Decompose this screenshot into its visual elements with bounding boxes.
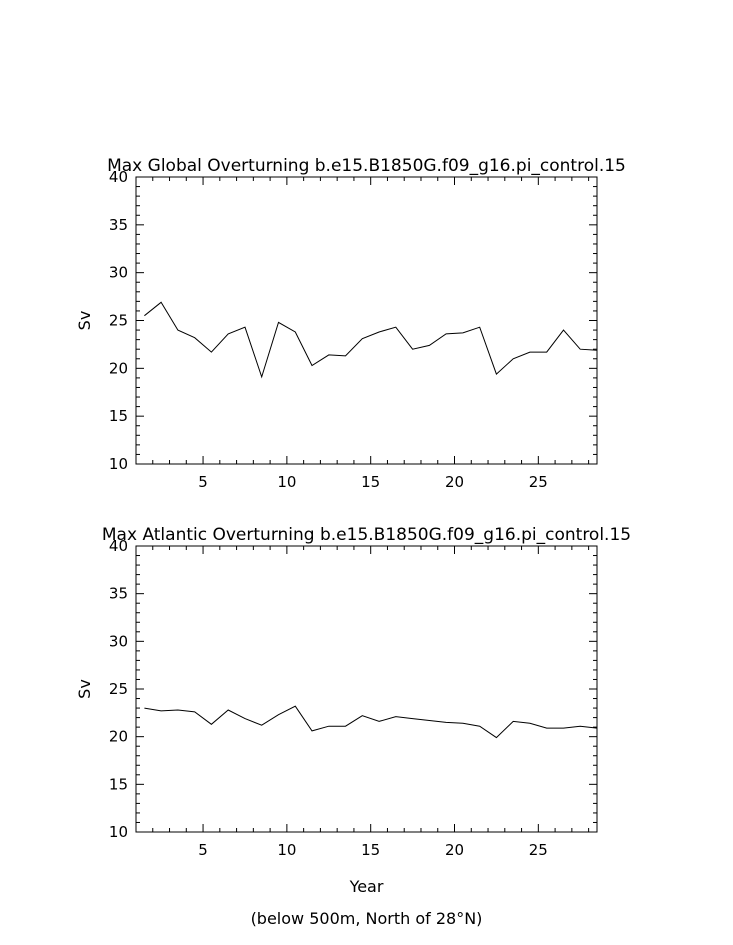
- chart-panel-2: Max Atlantic Overturning b.e15.B1850G.f0…: [75, 525, 631, 928]
- y-tick-label: 35: [109, 585, 128, 603]
- y-tick-label: 25: [109, 312, 128, 330]
- chart-footnote: (below 500m, North of 28°N): [251, 909, 483, 928]
- y-tick-label: 15: [109, 775, 128, 793]
- chart-title: Max Atlantic Overturning b.e15.B1850G.f0…: [102, 525, 631, 545]
- x-tick-label: 5: [198, 473, 208, 491]
- x-tick-label: 10: [277, 841, 296, 859]
- series-line: [144, 301, 598, 379]
- y-tick-label: 10: [109, 823, 128, 841]
- chart-panel-1: Max Global Overturning b.e15.B1850G.f09_…: [75, 156, 626, 491]
- y-tick-label: 15: [109, 407, 128, 425]
- plot-frame: [135, 176, 598, 465]
- x-tick-label: 25: [529, 473, 548, 491]
- y-tick-label: 10: [109, 455, 128, 473]
- y-tick-label: 35: [109, 216, 128, 234]
- y-axis-label: Sv: [75, 311, 94, 331]
- y-axis-label: Sv: [75, 679, 94, 699]
- y-tick-label: 30: [109, 632, 128, 650]
- x-tick-label: 15: [361, 841, 380, 859]
- y-tick-label: 40: [109, 537, 128, 555]
- y-tick-label: 25: [109, 680, 128, 698]
- x-tick-label: 10: [277, 473, 296, 491]
- x-tick-label: 20: [445, 841, 464, 859]
- y-tick-label: 30: [109, 264, 128, 282]
- x-tick-label: 5: [198, 841, 208, 859]
- x-tick-label: 25: [529, 841, 548, 859]
- x-axis-label: Year: [349, 877, 384, 896]
- x-tick-label: 20: [445, 473, 464, 491]
- y-tick-label: 20: [109, 728, 128, 746]
- y-tick-label: 40: [109, 168, 128, 186]
- plot-frame: [135, 545, 598, 833]
- x-tick-label: 15: [361, 473, 380, 491]
- series-line: [144, 705, 598, 739]
- y-tick-label: 20: [109, 359, 128, 377]
- chart-title: Max Global Overturning b.e15.B1850G.f09_…: [107, 156, 626, 176]
